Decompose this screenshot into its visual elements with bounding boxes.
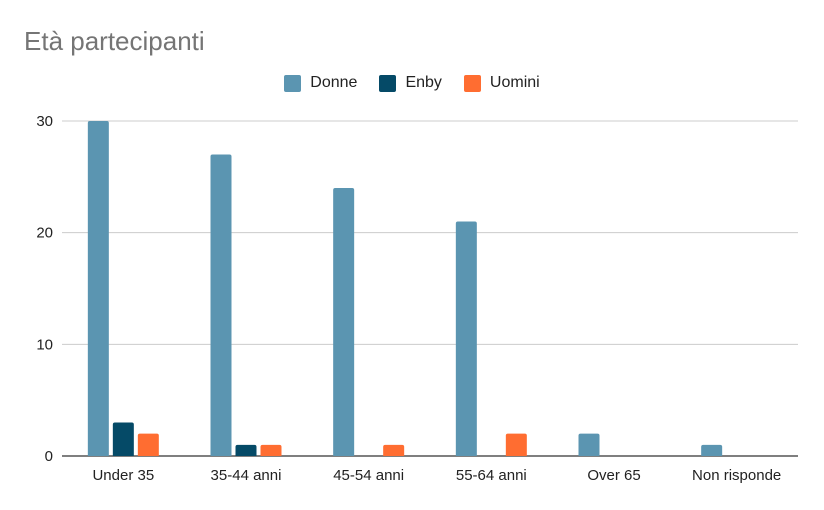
y-tick-label: 0 [45,448,53,465]
x-tick-label: Under 35 [92,467,154,484]
y-tick-label: 30 [36,113,53,130]
legend-item-enby[interactable]: Enby [379,74,442,92]
bar-donne-5[interactable] [701,444,723,456]
legend-label-uomini: Uomini [489,74,540,91]
legend: Donne Enby Uomini [0,74,824,92]
legend-label-enby: Enby [405,74,442,91]
bar-enby-1[interactable] [235,444,257,456]
legend-swatch-enby [379,74,397,92]
x-tick-label: 55-64 anni [456,467,527,484]
x-tick-label: Non risponde [692,467,781,484]
legend-swatch-donne [284,74,302,92]
bar-donne-1[interactable] [210,154,232,457]
bar-uomini-1[interactable] [260,444,282,456]
bar-uomini-2[interactable] [383,444,405,456]
y-tick-label: 10 [36,336,53,353]
y-tick-label: 20 [36,225,53,242]
x-tick-label: Over 65 [587,467,640,484]
bar-donne-0[interactable] [87,121,109,456]
x-tick-label: 35-44 anni [211,467,282,484]
bar-donne-2[interactable] [333,188,355,456]
legend-swatch-uomini [463,74,481,92]
legend-item-donne[interactable]: Donne [284,74,357,92]
bar-enby-0[interactable] [112,422,134,457]
bar-uomini-3[interactable] [505,433,527,456]
legend-label-donne: Donne [310,74,358,91]
bar-uomini-0[interactable] [137,433,159,456]
bar-donne-3[interactable] [455,221,477,457]
legend-item-uomini[interactable]: Uomini [463,74,540,92]
chart-title: Età partecipanti [24,26,205,56]
bar-donne-4[interactable] [578,433,600,456]
x-tick-label: 45-54 anni [333,467,404,484]
